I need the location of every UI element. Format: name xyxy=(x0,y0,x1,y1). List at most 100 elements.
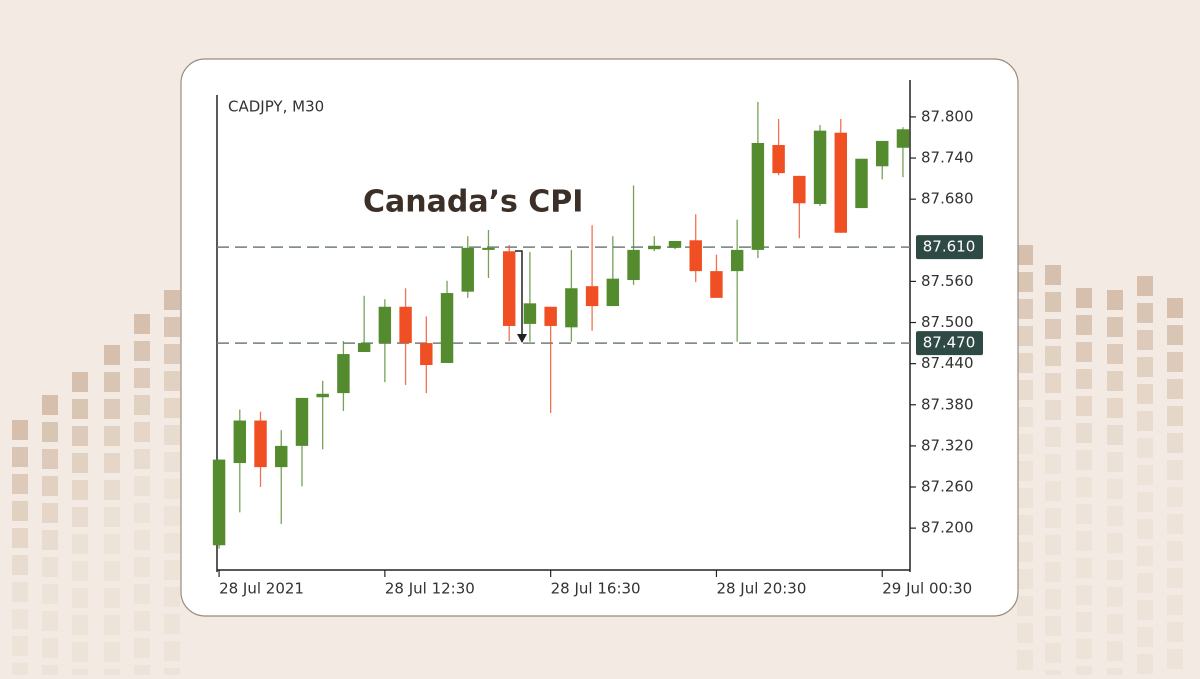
deco-bar xyxy=(1107,317,1123,337)
candle-body xyxy=(399,306,412,344)
deco-bar xyxy=(12,636,28,656)
candle-body xyxy=(233,420,247,464)
deco-bar xyxy=(1017,488,1033,508)
deco-bar xyxy=(164,614,180,634)
candle-body xyxy=(378,306,392,344)
deco-bar xyxy=(164,587,180,607)
deco-bar xyxy=(1107,641,1123,661)
deco-bar xyxy=(104,642,120,662)
deco-bar xyxy=(1167,433,1183,453)
deco-bar xyxy=(104,453,120,473)
deco-bar xyxy=(1107,452,1123,472)
deco-bar xyxy=(134,449,150,469)
deco-bar xyxy=(104,534,120,554)
y-tick-label: 87.440 xyxy=(921,354,974,372)
deco-bar xyxy=(1017,650,1033,670)
candle-body xyxy=(461,247,474,292)
deco-bar xyxy=(12,582,28,602)
deco-bar xyxy=(1167,460,1183,480)
deco-bar xyxy=(134,638,150,658)
card xyxy=(180,58,1019,617)
deco-bar xyxy=(1167,514,1183,534)
deco-bar xyxy=(134,368,150,388)
deco-bar xyxy=(1137,357,1153,377)
deco-bar xyxy=(1076,369,1092,389)
x-tick-label: 28 Jul 20:30 xyxy=(716,580,806,598)
deco-bar xyxy=(72,561,88,581)
deco-bar xyxy=(134,422,150,442)
deco-bar xyxy=(104,399,120,419)
deco-bar xyxy=(1017,596,1033,616)
deco-bar xyxy=(12,555,28,575)
deco-bar xyxy=(1137,276,1153,296)
deco-bar xyxy=(42,476,58,496)
deco-bar xyxy=(1017,353,1033,373)
deco-bar xyxy=(1045,589,1061,609)
deco-bar xyxy=(1137,411,1153,431)
candle-body xyxy=(337,354,350,394)
deco-bar xyxy=(1017,245,1033,265)
deco-bar xyxy=(104,372,120,392)
deco-bar xyxy=(1045,481,1061,501)
candle-body xyxy=(523,303,537,324)
deco-bar xyxy=(1137,465,1153,485)
deco-bar xyxy=(104,669,120,679)
deco-bar xyxy=(1017,515,1033,535)
candle-body xyxy=(855,158,868,209)
deco-bar xyxy=(164,317,180,337)
deco-bar xyxy=(42,422,58,442)
deco-bar xyxy=(1076,477,1092,497)
arrow xyxy=(515,250,523,336)
reference-label: 87.610 xyxy=(923,238,976,256)
deco-bar xyxy=(1167,325,1183,345)
annotation: Canada’s CPI xyxy=(363,185,583,220)
deco-bar xyxy=(1137,438,1153,458)
deco-bar xyxy=(1017,434,1033,454)
deco-bar xyxy=(164,641,180,661)
deco-bar xyxy=(42,449,58,469)
deco-bar xyxy=(1017,272,1033,292)
deco-bar xyxy=(1076,423,1092,443)
deco-bar xyxy=(12,447,28,467)
deco-bar xyxy=(12,609,28,629)
deco-bar xyxy=(1167,541,1183,561)
deco-bar xyxy=(1107,506,1123,526)
deco-bar xyxy=(164,560,180,580)
deco-bar xyxy=(12,474,28,494)
reference-label-bg xyxy=(916,235,983,260)
deco-bar xyxy=(1017,623,1033,643)
deco-bar xyxy=(1045,670,1061,679)
candle-body xyxy=(896,129,910,148)
y-tick-label: 87.260 xyxy=(921,478,974,496)
deco-bar xyxy=(164,425,180,445)
deco-bar xyxy=(42,530,58,550)
deco-bar xyxy=(164,452,180,472)
deco-bar xyxy=(1045,427,1061,447)
candle-body xyxy=(254,420,267,468)
candle-body xyxy=(357,343,371,352)
deco-bar xyxy=(1107,479,1123,499)
deco-bar xyxy=(164,533,180,553)
y-tick-label: 87.560 xyxy=(921,272,974,290)
candle-body xyxy=(876,140,889,167)
deco-bar xyxy=(164,398,180,418)
deco-bar xyxy=(42,584,58,604)
deco-bar xyxy=(164,290,180,310)
deco-bar xyxy=(12,501,28,521)
deco-bar xyxy=(1017,299,1033,319)
deco-bar xyxy=(1137,546,1153,566)
deco-bar xyxy=(1107,371,1123,391)
deco-bar xyxy=(72,507,88,527)
deco-bar xyxy=(1017,380,1033,400)
arrow-head xyxy=(517,334,527,343)
deco-bar xyxy=(1076,288,1092,308)
deco-bar xyxy=(1137,627,1153,647)
deco-bar xyxy=(42,395,58,415)
deco-bar xyxy=(1076,639,1092,659)
x-tick-label: 28 Jul 2021 xyxy=(219,580,304,598)
candle-body xyxy=(502,251,516,326)
deco-bar xyxy=(42,503,58,523)
candle-body xyxy=(710,271,723,298)
candle-body xyxy=(212,459,226,546)
